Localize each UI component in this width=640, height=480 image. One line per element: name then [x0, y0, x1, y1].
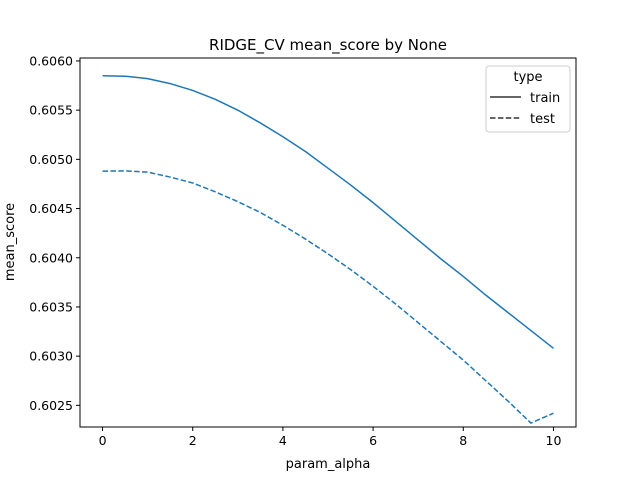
y-tick-label-0: 0.6025	[29, 398, 73, 413]
x-tick-label-0: 0	[99, 433, 107, 448]
x-axis-label: param_alpha	[286, 457, 371, 472]
legend-box	[485, 65, 571, 133]
legend-train-label: train	[530, 91, 560, 106]
legend-test-label: test	[530, 112, 555, 127]
y-tick-label-6: 0.6055	[29, 103, 73, 118]
chart-title: RIDGE_CV mean_score by None	[209, 36, 447, 55]
x-tick-label-4: 4	[279, 433, 287, 448]
y-tick-label-7: 0.6060	[29, 53, 73, 68]
y-tick-label-1: 0.6030	[29, 349, 73, 364]
x-tick-label-8: 8	[459, 433, 467, 448]
series-line-test	[102, 170, 554, 424]
x-tick-label-10: 10	[546, 433, 562, 448]
y-tick-label-5: 0.6050	[29, 152, 73, 167]
x-tick-label-2: 2	[189, 433, 197, 448]
y-tick-label-2: 0.6035	[29, 299, 73, 314]
series-line-train	[102, 74, 554, 349]
y-tick-label-3: 0.6040	[29, 250, 73, 265]
legend-title: type	[513, 70, 542, 85]
x-tick-label-6: 6	[369, 433, 377, 448]
y-axis-label: mean_score	[3, 203, 18, 281]
legend: type train test	[485, 65, 571, 133]
plot-area: 0 2 4 6 8 10 0.6025 0.6030 0.6035 0.6040 0.6045 0.6…	[29, 53, 577, 448]
y-tick-label-4: 0.6045	[29, 201, 73, 216]
axes-frame	[79, 57, 577, 428]
